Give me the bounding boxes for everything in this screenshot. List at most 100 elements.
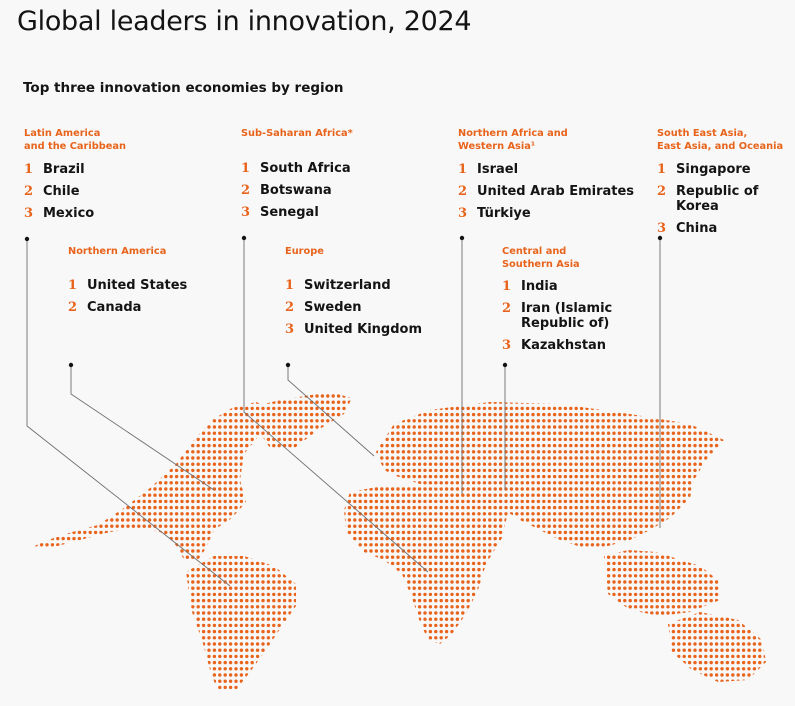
map-dot <box>299 586 303 590</box>
map-dot <box>758 419 762 423</box>
map-dot <box>763 543 766 547</box>
map-dot <box>110 561 114 566</box>
map-dot <box>612 481 616 485</box>
map-dot <box>493 586 497 590</box>
map-dot <box>423 425 427 429</box>
map-dot <box>612 518 616 522</box>
map-dot <box>288 456 292 460</box>
map-dot <box>531 561 535 566</box>
map-dot <box>601 586 605 590</box>
map-dot <box>24 475 27 478</box>
map-dot <box>358 561 362 566</box>
map-dot <box>612 450 616 454</box>
map-dot <box>18 512 21 515</box>
map-dot <box>563 425 568 429</box>
map-dot <box>466 481 470 485</box>
map-dot <box>455 443 460 448</box>
map-dot <box>342 543 346 547</box>
map-dot <box>374 394 379 398</box>
map-dot <box>142 611 146 615</box>
map-dot <box>741 512 746 516</box>
map-dot <box>488 530 492 535</box>
map-dot <box>369 512 373 516</box>
map-dot <box>77 394 82 398</box>
map-dot <box>191 450 195 454</box>
map-dot <box>709 474 713 479</box>
map-dot <box>423 611 427 615</box>
map-dot <box>61 611 65 615</box>
map-dot <box>315 549 319 553</box>
map-dot <box>488 431 492 435</box>
map-dot <box>201 456 206 460</box>
map-dot <box>174 598 179 603</box>
map-dot <box>369 493 373 497</box>
map-dot <box>536 431 541 435</box>
map-dot <box>477 487 481 491</box>
map-dot <box>191 474 195 479</box>
map-dot <box>277 493 281 497</box>
map-dot <box>347 450 352 454</box>
map-dot <box>758 450 762 454</box>
map-dot <box>331 400 335 404</box>
map-dot <box>660 419 665 423</box>
map-dot <box>493 474 497 479</box>
map-dot <box>455 580 460 584</box>
map-dot <box>509 518 514 522</box>
map-dot <box>412 567 416 572</box>
map-dot <box>536 474 541 479</box>
map-dot <box>704 512 708 516</box>
map-dot <box>347 425 352 429</box>
map-dot <box>250 518 254 522</box>
map-dot <box>299 549 303 553</box>
map-dot <box>741 468 746 473</box>
map-dot <box>99 456 103 460</box>
map-dot <box>191 400 195 404</box>
map-dot <box>288 406 292 411</box>
map-dot <box>207 536 211 541</box>
map-dot <box>83 406 87 411</box>
map-dot <box>434 499 438 504</box>
map-dot <box>569 394 573 398</box>
map-dot <box>304 481 308 485</box>
map-dot <box>185 437 190 442</box>
map-dot <box>417 536 422 541</box>
map-dot <box>390 499 395 504</box>
map-dot <box>623 586 627 590</box>
map-dot <box>574 524 578 528</box>
map-dot <box>466 400 470 404</box>
map-dot <box>741 592 746 597</box>
map-dot <box>282 567 287 572</box>
map-dot <box>450 450 454 454</box>
map-dot <box>196 468 200 473</box>
map-dot <box>520 598 524 603</box>
map-dot <box>255 611 260 615</box>
map-dot <box>255 468 260 473</box>
map-dot <box>412 487 416 491</box>
map-dot <box>423 598 427 603</box>
map-dot <box>39 567 44 572</box>
map-dot <box>628 512 632 516</box>
map-dot <box>104 450 109 454</box>
map-dot <box>385 400 389 404</box>
map-dot <box>439 524 443 528</box>
map-dot <box>639 555 643 559</box>
map-dot <box>542 406 546 411</box>
map-dot <box>61 536 65 541</box>
map-dot <box>331 605 335 609</box>
map-dot <box>758 394 762 398</box>
map-dot <box>477 518 481 522</box>
map-dot <box>563 543 568 547</box>
map-dot <box>574 394 578 398</box>
map-dot <box>77 567 82 572</box>
map-dot <box>72 425 76 429</box>
map-dot <box>569 437 573 442</box>
map-dot <box>320 567 325 572</box>
map-dot <box>493 580 497 584</box>
map-dot <box>401 512 406 516</box>
map-dot <box>428 425 433 429</box>
map-dot <box>380 406 384 411</box>
map-dot <box>207 493 211 497</box>
map-dot <box>439 530 443 535</box>
map-dot <box>369 406 373 411</box>
map-dot <box>239 462 244 466</box>
